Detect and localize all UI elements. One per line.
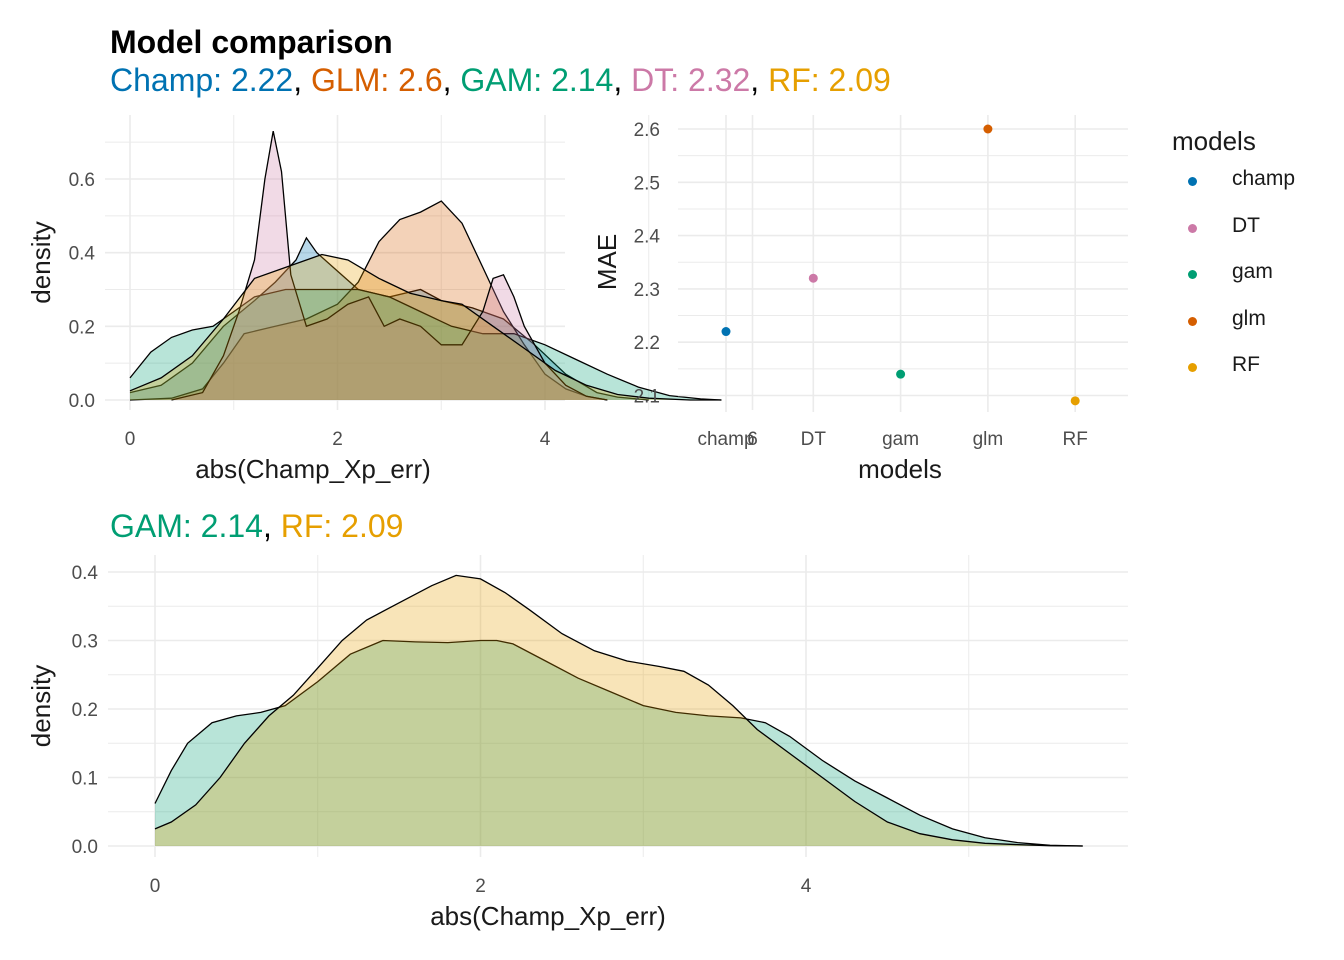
y-tick-label: 0.3 bbox=[72, 632, 98, 653]
subtitle-segment: , bbox=[613, 62, 632, 98]
legend: models champ DT gam glm RF bbox=[1172, 126, 1295, 404]
y-tick-label: 0.0 bbox=[72, 837, 98, 858]
legend-key bbox=[1188, 223, 1197, 233]
density-area-dt bbox=[171, 131, 608, 400]
x-tick-label: 4 bbox=[540, 429, 551, 450]
subtitle-segment: , bbox=[442, 62, 461, 98]
subtitle-segment: , bbox=[262, 508, 281, 544]
legend-label: RF bbox=[1232, 353, 1260, 376]
point-dt bbox=[808, 273, 818, 283]
y-tick-label: 2.2 bbox=[634, 333, 660, 354]
x-axis-title: abs(Champ_Xp_err) bbox=[430, 901, 666, 931]
x-tick-label: 2 bbox=[475, 876, 486, 897]
subtitle-segment: GLM: 2.6 bbox=[311, 62, 443, 98]
density-area-rf bbox=[155, 575, 1083, 846]
y-tick-label: 2.1 bbox=[634, 387, 660, 408]
subtitle-segment: RF: 2.09 bbox=[280, 508, 404, 544]
legend-item-rf: RF bbox=[1172, 353, 1260, 404]
density-outline-rf bbox=[154, 574, 1083, 847]
density-panel-2: 0 2 4 0.0 0.1 0.2 0.3 0.4 abs(Champ_Xp_err) densi… bbox=[26, 555, 1128, 931]
x-tick-label: 0 bbox=[150, 876, 161, 897]
y-tick-label: 0.2 bbox=[69, 317, 95, 338]
density-area-gam bbox=[130, 289, 722, 400]
legend-item-gam: gam bbox=[1172, 260, 1273, 311]
y-tick-label: 2.6 bbox=[634, 120, 660, 141]
subtitle-segment: GAM: 2.14 bbox=[460, 62, 614, 98]
x-tick-label: gam bbox=[882, 429, 919, 450]
density-outline-gam bbox=[129, 288, 722, 401]
density-panel-0: 0 2 4 6 0.0 0.2 0.4 0.6 abs(Champ_Xp_err) density bbox=[26, 115, 758, 484]
x-tick-label: 6 bbox=[747, 429, 758, 450]
y-axis-title: density bbox=[26, 665, 56, 747]
density-outline-gam bbox=[154, 639, 1083, 847]
y-tick-label: 0.4 bbox=[69, 244, 96, 265]
figure-title: Model comparison bbox=[110, 24, 393, 60]
subtitle-top: Champ: 2.22, GLM: 2.6, GAM: 2.14, DT: 2.… bbox=[110, 62, 891, 99]
density-area-gam bbox=[155, 640, 1083, 846]
x-tick-label: DT bbox=[801, 429, 827, 450]
x-tick-label: glm bbox=[973, 429, 1004, 450]
subtitle-segment: , bbox=[293, 62, 311, 98]
legend-item-dt: DT bbox=[1172, 214, 1260, 265]
y-tick-label: 0.4 bbox=[72, 563, 99, 584]
subtitle-segment: GAM: 2.14 bbox=[110, 508, 263, 544]
subtitle-bottom: GAM: 2.14, RF: 2.09 bbox=[110, 508, 403, 545]
legend-label: DT bbox=[1232, 213, 1260, 237]
density-outline-rf bbox=[129, 253, 722, 401]
point-gam bbox=[896, 369, 906, 379]
density-area-glm bbox=[130, 201, 608, 400]
y-tick-label: 0.2 bbox=[72, 700, 98, 721]
legend-items: champ DT gam glm RF bbox=[1172, 167, 1295, 404]
legend-key bbox=[1188, 177, 1197, 186]
density-area-rf bbox=[130, 254, 722, 400]
y-tick-label: 0.1 bbox=[72, 769, 98, 790]
legend-item-champ: champ bbox=[1172, 167, 1295, 218]
x-axis-title: abs(Champ_Xp_err) bbox=[195, 454, 431, 484]
point-champ bbox=[721, 327, 731, 337]
legend-item-glm: glm bbox=[1172, 307, 1266, 358]
x-tick-label: champ bbox=[697, 429, 754, 450]
legend-key bbox=[1188, 270, 1197, 279]
y-tick-label: 2.5 bbox=[634, 173, 660, 194]
density-outline-glm bbox=[129, 200, 608, 401]
legend-key bbox=[1188, 363, 1197, 372]
subtitle-segment: RF: 2.09 bbox=[768, 62, 891, 98]
x-tick-label: 0 bbox=[125, 429, 136, 450]
mae-scatter-panel: champ DT gam glm RF 2.1 2.2 2.3 2.4 2.5 2.6 models M… bbox=[592, 115, 1128, 484]
density-outline-dt bbox=[171, 130, 608, 401]
x-tick-label: 2 bbox=[332, 429, 343, 450]
y-tick-label: 2.4 bbox=[634, 227, 661, 248]
y-tick-label: 0.0 bbox=[69, 391, 95, 412]
x-tick-label: RF bbox=[1063, 429, 1088, 450]
legend-key bbox=[1188, 316, 1197, 326]
legend-label: gam bbox=[1232, 260, 1273, 283]
y-axis-title: density bbox=[26, 221, 56, 303]
legend-label: champ bbox=[1232, 167, 1296, 190]
point-rf bbox=[1070, 396, 1080, 406]
y-axis-title: MAE bbox=[592, 234, 622, 290]
point-glm bbox=[983, 124, 993, 134]
y-tick-label: 0.6 bbox=[69, 170, 95, 191]
legend-label: glm bbox=[1232, 306, 1266, 330]
subtitle-segment: DT: 2.32 bbox=[631, 62, 751, 98]
y-tick-label: 2.3 bbox=[634, 280, 660, 301]
x-axis-title: models bbox=[858, 454, 942, 484]
density-area-champ bbox=[130, 237, 649, 400]
legend-title: models bbox=[1172, 126, 1256, 156]
subtitle-segment: , bbox=[750, 62, 769, 98]
x-tick-label: 4 bbox=[801, 876, 812, 897]
subtitle-segment: Champ: 2.22 bbox=[110, 62, 294, 98]
